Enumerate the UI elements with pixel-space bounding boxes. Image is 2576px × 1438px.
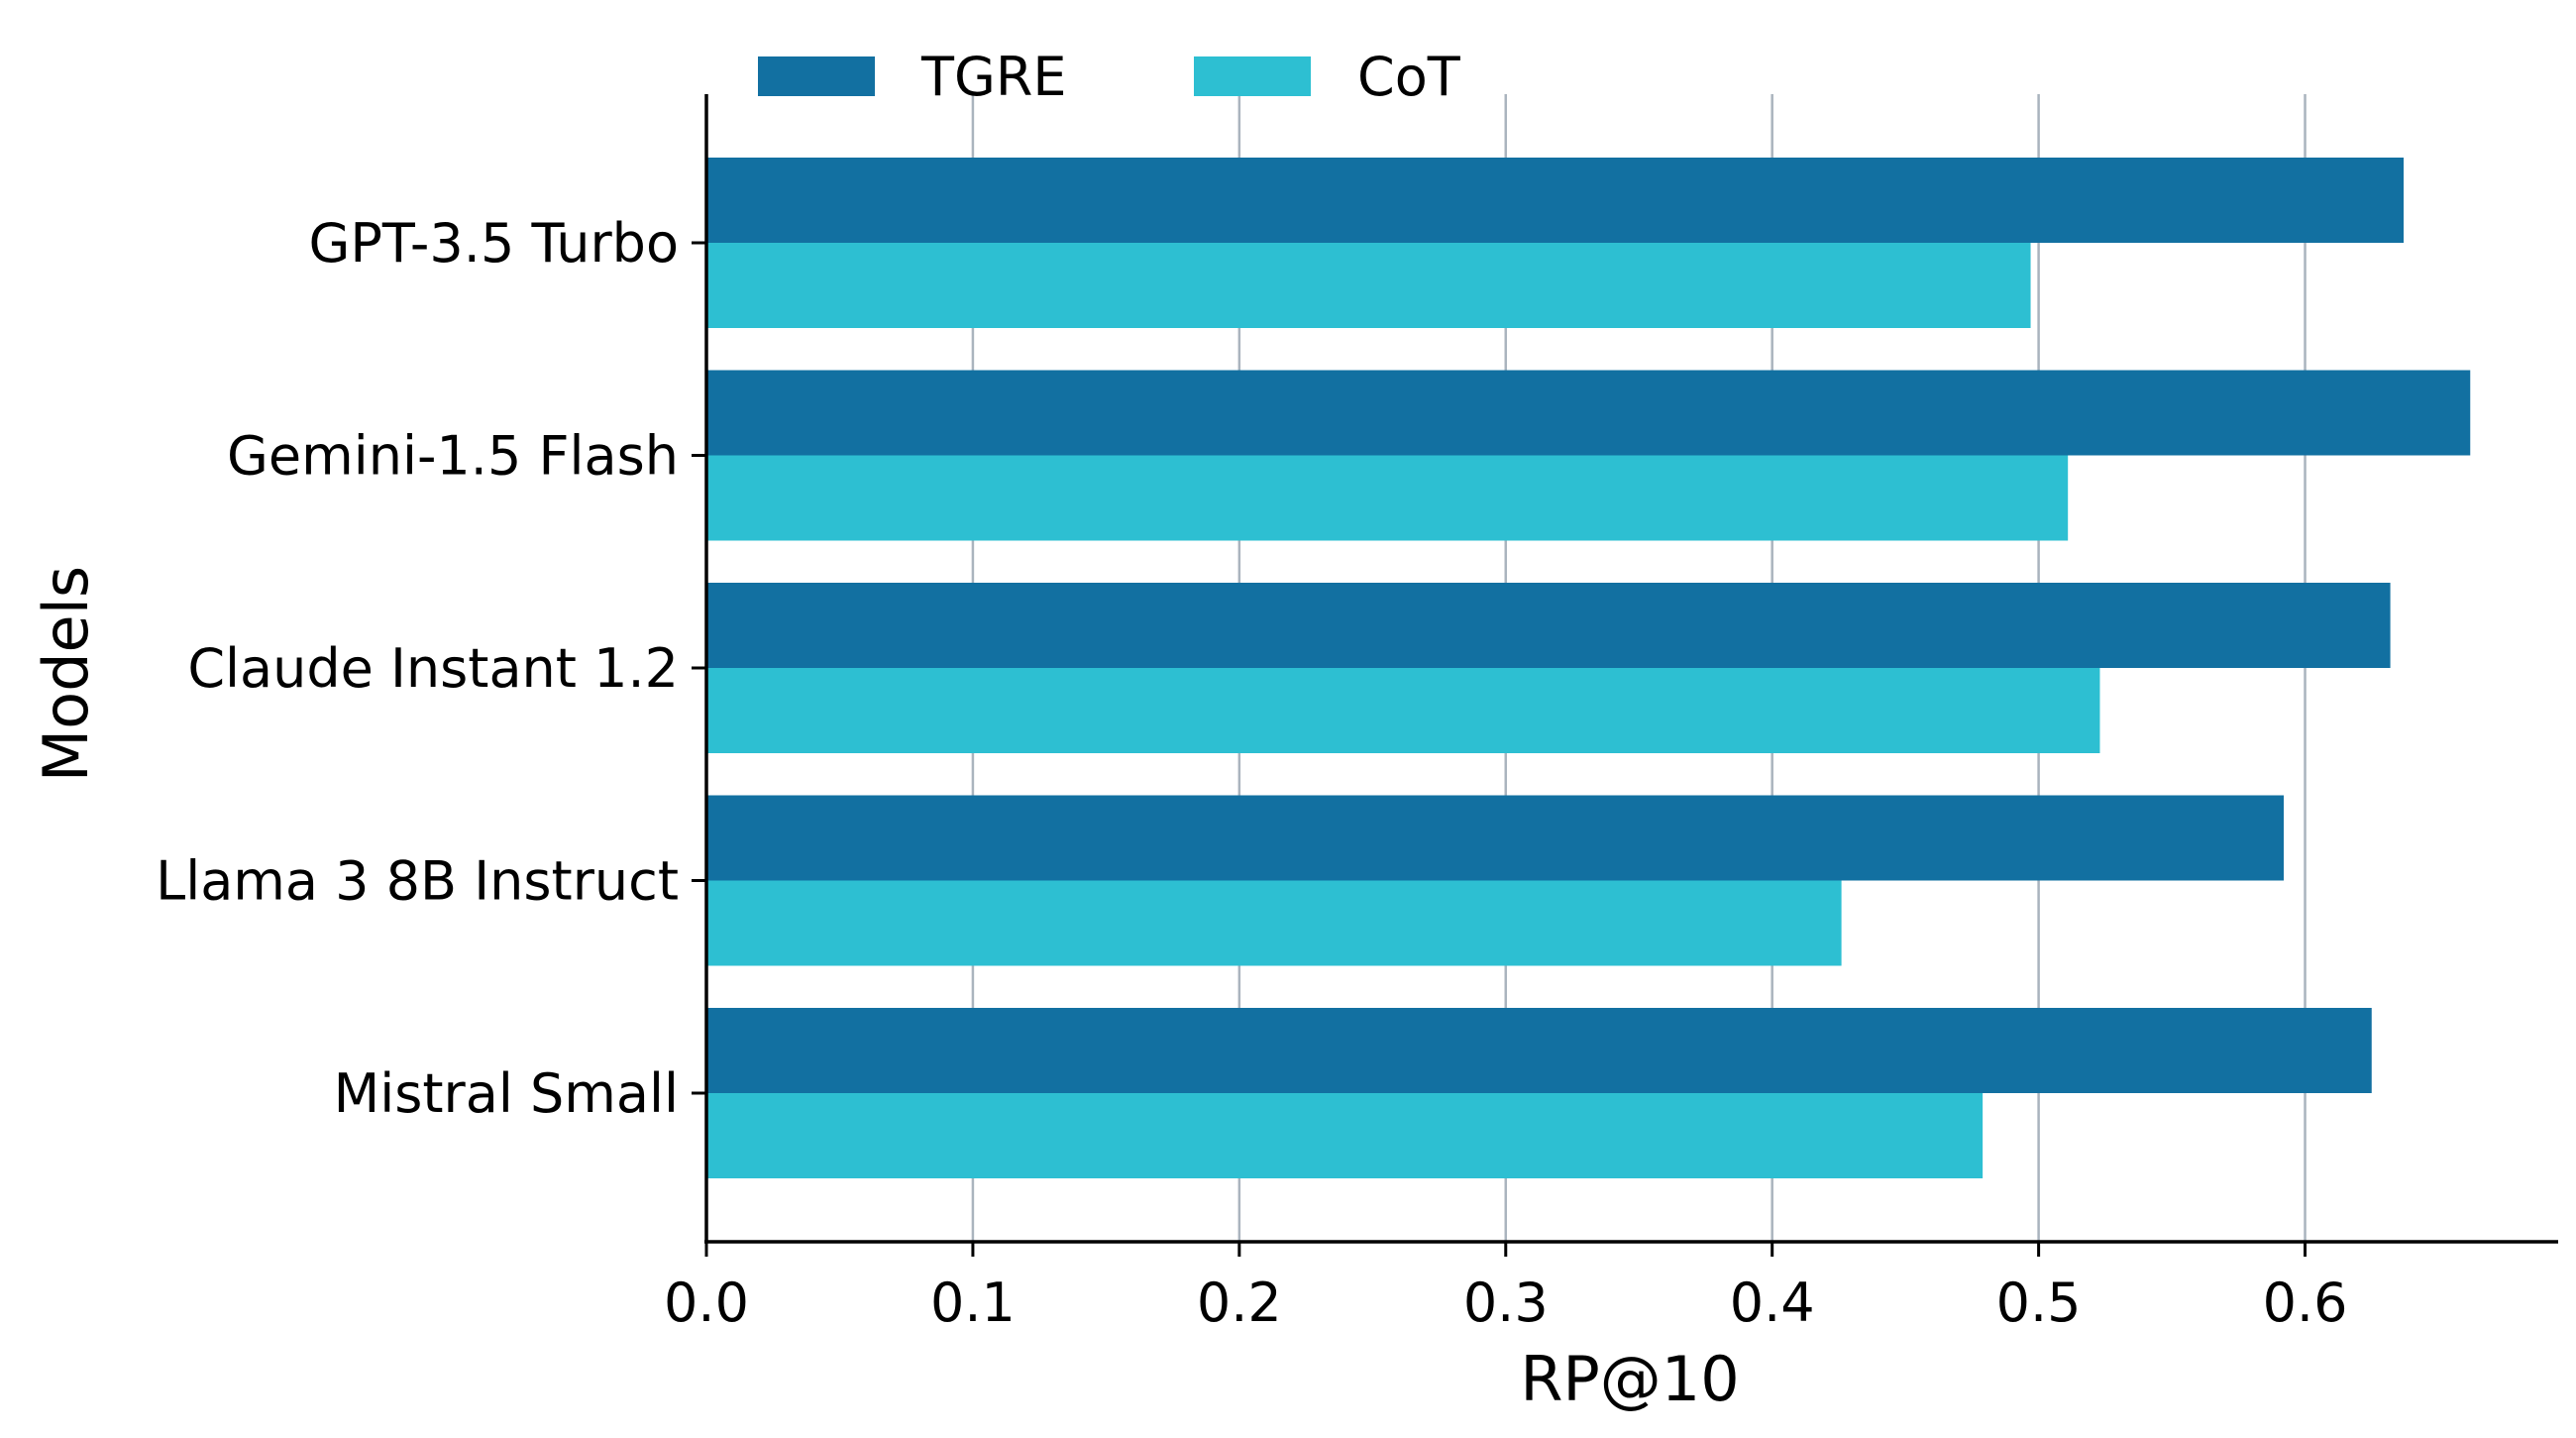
x-tick-label: 0.3 [1463,1272,1549,1334]
bar-cot-2 [706,455,2069,541]
legend-swatch-tgre [758,56,875,96]
x-axis-title: RP@10 [1520,1343,1739,1415]
bar-cot-1 [706,243,2031,328]
x-tick-label: 0.4 [1730,1272,1815,1334]
legend-label-cot: CoT [1357,46,1461,108]
x-tick-label: 0.5 [1996,1272,2082,1334]
axes: 0.0 0.1 0.2 0.3 0.4 0.5 0.6 GPT-3.5 Turbo Gemini… [156,94,2558,1334]
bar-tgre-5 [706,1008,2372,1093]
bars [706,158,2471,1178]
x-tick-label: 0.6 [2263,1272,2348,1334]
y-tick-label: Mistral Small [334,1062,679,1125]
y-tick-label: GPT-3.5 Turbo [309,212,680,275]
bar-tgre-1 [706,158,2405,243]
legend-label-tgre: TGRE [920,46,1066,108]
x-tick-label: 0.0 [664,1272,749,1334]
y-tick-label: Claude Instant 1.2 [187,637,679,700]
bar-tgre-4 [706,795,2285,881]
bar-tgre-3 [706,583,2391,668]
legend: TGRE CoT [758,46,1461,108]
y-tick-label: Gemini-1.5 Flash [227,425,679,488]
bar-cot-3 [706,668,2100,753]
bar-cot-5 [706,1093,1984,1178]
y-axis-title: Models [30,566,102,782]
bar-tgre-2 [706,370,2471,456]
y-tick-label: Llama 3 8B Instruct [156,850,679,913]
bar-cot-4 [706,880,1842,966]
legend-swatch-cot [1194,56,1311,96]
x-tick-label: 0.1 [930,1272,1016,1334]
x-tick-label: 0.2 [1197,1272,1282,1334]
